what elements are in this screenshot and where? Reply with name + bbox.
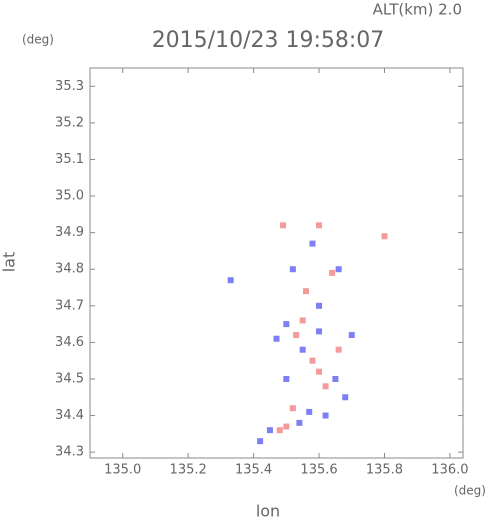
y-tick-label: 34.5 (55, 371, 84, 386)
y-tick-label: 34.4 (55, 408, 84, 423)
data-point (227, 277, 234, 284)
x-tick-label: 135.4 (235, 463, 272, 478)
data-point (335, 266, 342, 273)
data-point (322, 412, 329, 419)
x-unit: (deg) (454, 484, 486, 498)
data-point (296, 419, 303, 426)
data-point (289, 405, 296, 412)
y-tick-label: 34.7 (55, 298, 84, 313)
data-point (322, 383, 329, 390)
data-point (342, 394, 349, 401)
data-point (299, 317, 306, 324)
data-point (283, 321, 290, 328)
y-tick-label: 34.9 (55, 225, 84, 240)
y-unit: (deg) (22, 33, 54, 47)
y-tick-label: 34.6 (55, 335, 84, 350)
data-point (316, 328, 323, 335)
data-point (306, 408, 313, 415)
x-axis-label: lon (256, 502, 280, 521)
y-tick-label: 35.3 (55, 79, 84, 94)
plot-frame (89, 67, 464, 459)
data-point (329, 269, 336, 276)
y-tick-label: 35.1 (55, 152, 84, 167)
x-tick-label: 135.8 (366, 463, 403, 478)
data-point (266, 427, 273, 434)
y-tick-label: 35.2 (55, 115, 84, 130)
y-axis-label: lat (0, 252, 19, 273)
x-tick-label: 136.0 (431, 463, 468, 478)
data-point (257, 438, 264, 445)
data-point (348, 332, 355, 339)
altitude-annotation: ALT(km) 2.0 (373, 1, 462, 19)
data-point (299, 346, 306, 353)
y-tick-label: 34.8 (55, 262, 84, 277)
data-point (302, 288, 309, 295)
data-point (293, 332, 300, 339)
data-point (316, 368, 323, 375)
x-tick-label: 135.2 (170, 463, 207, 478)
data-point (273, 335, 280, 342)
data-point (283, 423, 290, 430)
data-point (289, 266, 296, 273)
data-point (280, 222, 287, 229)
data-point (335, 346, 342, 353)
data-point (283, 375, 290, 382)
data-point (276, 427, 283, 434)
data-point (381, 233, 388, 240)
x-tick-label: 135.0 (104, 463, 141, 478)
y-tick-label: 35.0 (55, 189, 84, 204)
x-tick-label: 135.6 (300, 463, 337, 478)
data-point (332, 375, 339, 382)
y-tick-label: 34.3 (55, 445, 84, 460)
data-point (316, 222, 323, 229)
data-point (316, 302, 323, 309)
chart-title: 2015/10/23 19:58:07 (152, 28, 385, 53)
data-point (309, 240, 316, 247)
data-point (309, 357, 316, 364)
